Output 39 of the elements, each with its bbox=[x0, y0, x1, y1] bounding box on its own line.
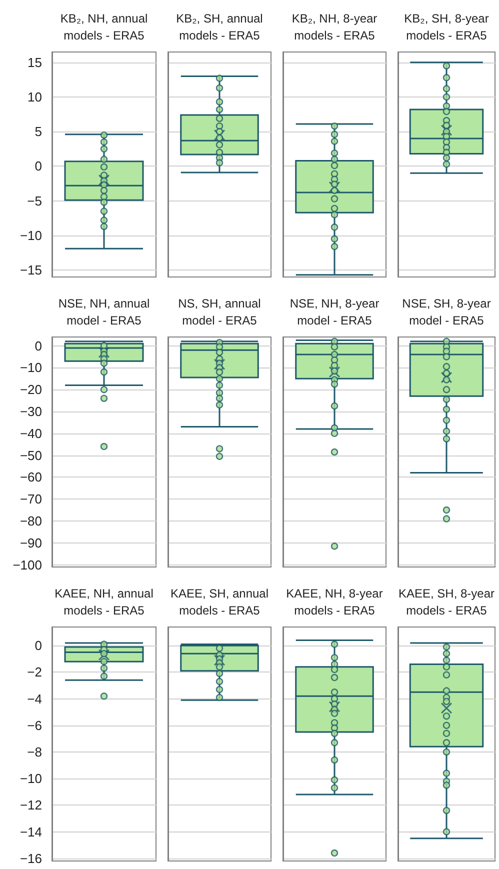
x-tick-label: KAEE, SH, annual models - ERA5 bbox=[170, 586, 269, 618]
y-tick-label: −30 bbox=[20, 404, 42, 419]
y-tick-label: −14 bbox=[20, 824, 42, 840]
y-tick-label: 10 bbox=[28, 90, 42, 104]
x-tick-label: KB₂, SH, 8-year models - ERA5 bbox=[404, 12, 489, 42]
y-tick-label: 0 bbox=[34, 158, 42, 174]
y-tick-label: −100 bbox=[12, 557, 42, 572]
x-tick-label: NSE, NH, annual model - ERA5 bbox=[58, 296, 150, 328]
x-tick-label: KB₂, NH, 8-year models - ERA5 bbox=[292, 12, 378, 42]
y-tick-label: 15 bbox=[28, 54, 42, 70]
y-tick-label: −60 bbox=[20, 470, 42, 485]
y-tick-label: 0 bbox=[34, 338, 42, 354]
x-tick-label: KAEE, NH, annual models - ERA5 bbox=[54, 586, 154, 618]
y-tick-label: −50 bbox=[20, 448, 42, 463]
x-tick-label: NSE, NH, 8-year model - ERA5 bbox=[290, 296, 380, 328]
x-tick-label: KB₂, SH, annual models - ERA5 bbox=[176, 12, 263, 42]
y-tick-label: −6 bbox=[27, 718, 42, 733]
y-tick-label: −90 bbox=[20, 535, 42, 550]
y-tick-label: 0 bbox=[34, 638, 42, 654]
y-tick-label: −12 bbox=[20, 798, 42, 813]
x-tick-label: NSE, SH, 8-year model - ERA5 bbox=[402, 296, 491, 328]
y-tick-label: −10 bbox=[20, 360, 42, 376]
y-tick-label: −70 bbox=[20, 492, 42, 507]
y-tick-label: −5 bbox=[27, 193, 42, 208]
y-tick-label: −4 bbox=[27, 691, 42, 706]
y-tick-label: −40 bbox=[20, 426, 42, 441]
y-tick-label: 5 bbox=[34, 124, 42, 140]
y-tick-label: −10 bbox=[20, 228, 42, 243]
y-tick-label: −10 bbox=[20, 771, 42, 786]
y-tick-label: −20 bbox=[20, 382, 42, 398]
x-tick-label: NS, SH, annual model - ERA5 bbox=[178, 296, 261, 328]
y-tick-label: −2 bbox=[27, 664, 42, 680]
x-tick-label: KAEE, SH, 8-year models - ERA5 bbox=[398, 586, 495, 618]
x-tick-label: KAEE, NH, 8-year models - ERA5 bbox=[286, 586, 383, 618]
y-tick-label: −8 bbox=[27, 744, 42, 760]
y-tick-label: −16 bbox=[20, 850, 42, 866]
y-tick-label: −15 bbox=[20, 262, 42, 278]
x-tick-label: KB₂, NH, annual models - ERA5 bbox=[60, 12, 148, 42]
y-tick-label: −80 bbox=[20, 514, 42, 528]
